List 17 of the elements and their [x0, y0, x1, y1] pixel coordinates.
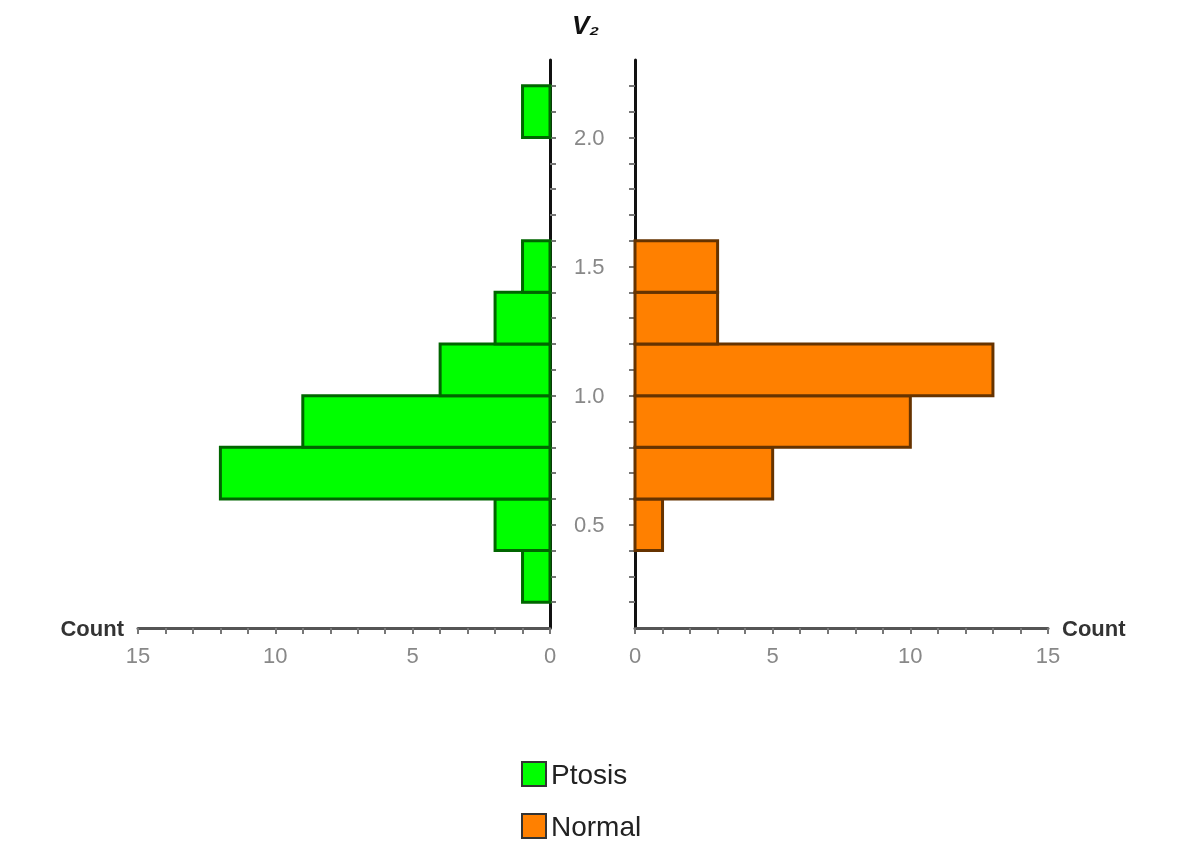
y-axis-title: V₂ [572, 10, 600, 40]
y-tick-label: 0.5 [574, 512, 605, 538]
x-tick-label: 10 [898, 642, 923, 668]
x-tick-label: 15 [125, 642, 151, 668]
y-tick-label: 1.5 [574, 254, 605, 280]
y-tick-label: 1.0 [574, 383, 605, 409]
legend-label: Normal [551, 810, 642, 841]
x-tick-label: 0 [543, 642, 557, 668]
x-tick-label: 15 [1035, 642, 1061, 668]
x-tick-label: 0 [628, 642, 642, 668]
legend-label: Ptosis [551, 758, 628, 790]
x-axis-title: Count [60, 615, 125, 641]
x-tick-label: 5 [766, 642, 779, 668]
x-tick-label: 5 [406, 642, 419, 668]
y-tick-label: 2.0 [574, 124, 605, 150]
x-axis-title: Count [1062, 615, 1127, 641]
x-tick-label: 10 [263, 642, 288, 668]
